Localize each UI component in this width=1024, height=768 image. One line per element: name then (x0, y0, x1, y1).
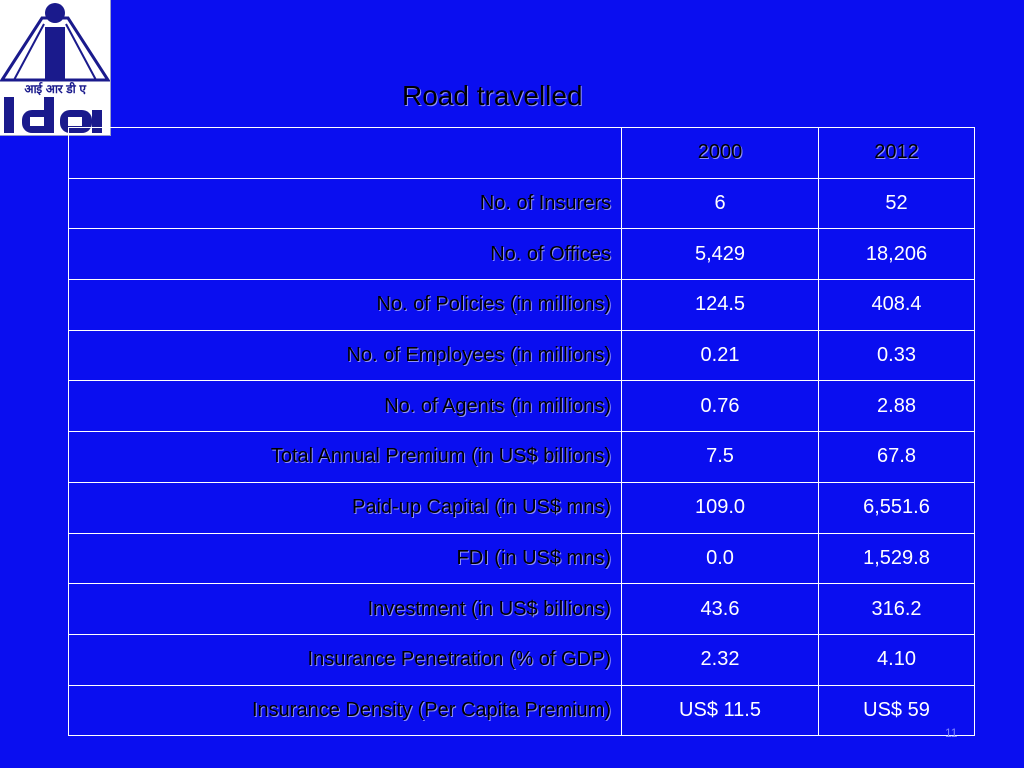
row-label: Insurance Penetration (% of GDP) (68, 633, 622, 686)
value-2012: 316.2 (818, 583, 975, 635)
row-label: No. of Insurers (68, 177, 622, 230)
value-2012: US$ 59 (818, 684, 975, 737)
header-blank (68, 127, 622, 179)
table-row: No. of Insurers 6 52 (68, 177, 975, 230)
table-header-row: 2000 2012 (68, 127, 975, 179)
row-label: No. of Employees (in millions) (68, 329, 622, 382)
table-row: Total Annual Premium (in US$ billions) 7.… (68, 431, 975, 483)
table-row: Insurance Penetration (% of GDP) 2.32 4.10 (68, 633, 975, 686)
row-label: Total Annual Premium (in US$ billions) (68, 431, 622, 483)
value-2000: 2.32 (621, 633, 819, 686)
value-2012: 18,206 (818, 228, 975, 281)
value-2000: 109.0 (621, 481, 819, 534)
statistics-table: 2000 2012 No. of Insurers 6 52 No. of Offic… (68, 127, 975, 737)
value-2000: 7.5 (621, 431, 819, 483)
value-2000: 43.6 (621, 583, 819, 635)
table-row: No. of Offices 5,429 18,206 (68, 228, 975, 281)
value-2012: 1,529.8 (818, 532, 975, 585)
value-2012: 2.88 (818, 380, 975, 433)
value-2012: 408.4 (818, 279, 975, 331)
row-label: No. of Offices (68, 228, 622, 281)
table-row: Paid-up Capital (in US$ mns) 109.0 6,551.6 (68, 481, 975, 534)
value-2012: 0.33 (818, 329, 975, 382)
header-2012: 2012 (818, 127, 975, 179)
slide-number: 11 (945, 726, 958, 740)
value-2012: 4.10 (818, 633, 975, 686)
value-2000: 6 (621, 177, 819, 230)
row-label: No. of Policies (in millions) (68, 279, 622, 331)
row-label: No. of Agents (in millions) (68, 380, 622, 433)
value-2012: 67.8 (818, 431, 975, 483)
row-label: FDI (in US$ mns) (68, 532, 622, 585)
table-row: No. of Agents (in millions) 0.76 2.88 (68, 380, 975, 433)
value-2000: 124.5 (621, 279, 819, 331)
irda-logo-graphic (0, 3, 111, 133)
logo-hindi-text: आई आर डी ए (24, 82, 86, 96)
row-label: Investment (in US$ billions) (68, 583, 622, 635)
table-row: No. of Employees (in millions) 0.21 0.33 (68, 329, 975, 382)
value-2012: 52 (818, 177, 975, 230)
header-2000: 2000 (621, 127, 819, 179)
value-2000: 5,429 (621, 228, 819, 281)
row-label: Paid-up Capital (in US$ mns) (68, 481, 622, 534)
slide-title: Road travelled (402, 80, 583, 111)
value-2000: US$ 11.5 (621, 684, 819, 737)
table-row: No. of Policies (in millions) 124.5 408.4 (68, 279, 975, 331)
row-label: Insurance Density (Per Capita Premium) (68, 684, 622, 737)
table-row: FDI (in US$ mns) 0.0 1,529.8 (68, 532, 975, 585)
value-2012: 6,551.6 (818, 481, 975, 534)
table-row: Investment (in US$ billions) 43.6 316.2 (68, 583, 975, 635)
value-2000: 0.21 (621, 329, 819, 382)
value-2000: 0.76 (621, 380, 819, 433)
value-2000: 0.0 (621, 532, 819, 585)
irda-logo: आई आर डी ए (0, 0, 111, 136)
table-row: Insurance Density (Per Capita Premium) US… (68, 684, 975, 737)
